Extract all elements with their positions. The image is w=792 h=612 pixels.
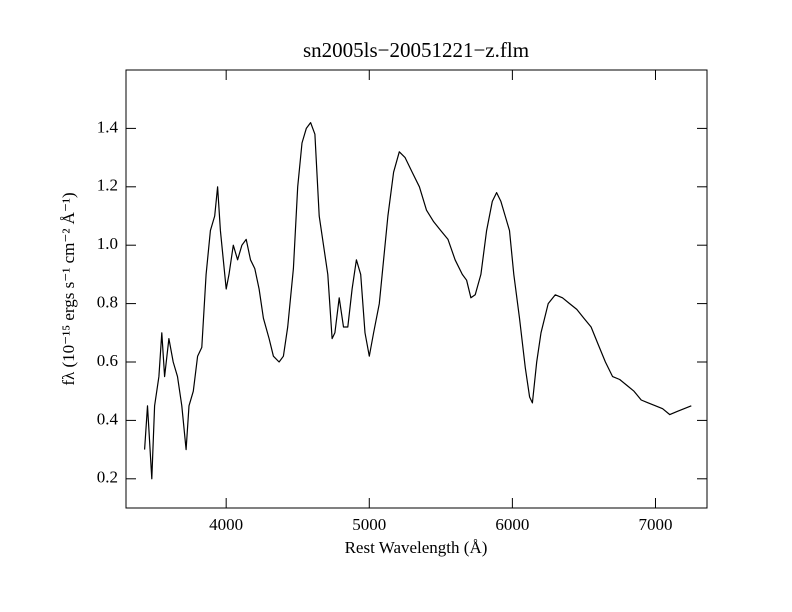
chart-title: sn2005ls−20051221−z.flm [303, 38, 529, 62]
y-tick-label: 0.8 [97, 293, 118, 312]
x-tick-label: 4000 [209, 515, 243, 534]
y-tick-label: 1.2 [97, 176, 118, 195]
x-tick-label: 7000 [638, 515, 672, 534]
y-tick-label: 1.4 [97, 117, 119, 136]
plot-frame [125, 69, 708, 509]
x-tick-label: 5000 [352, 515, 386, 534]
y-tick-label: 1.0 [97, 234, 118, 253]
x-axis-label: Rest Wavelength (Å) [345, 538, 488, 557]
spectrum-line [144, 122, 692, 480]
y-tick-label: 0.2 [97, 468, 118, 487]
y-tick-label: 0.6 [97, 351, 118, 370]
x-tick-label: 6000 [495, 515, 529, 534]
y-tick-label: 0.4 [97, 409, 119, 428]
y-axis-label: fλ (10⁻¹⁵ ergs s⁻¹ cm⁻² Å⁻¹) [59, 192, 78, 385]
